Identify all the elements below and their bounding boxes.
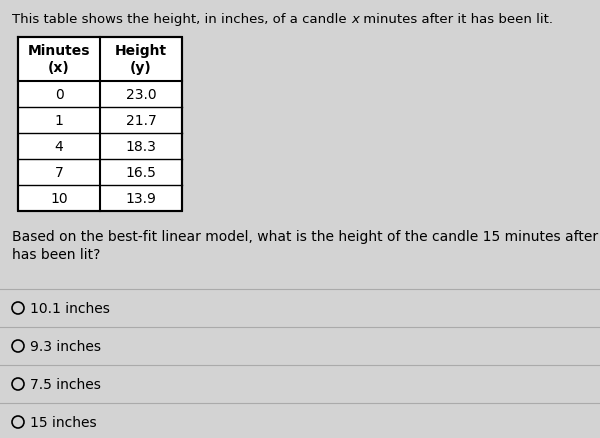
Text: 9.3 inches: 9.3 inches (30, 339, 101, 353)
Text: 15 inches: 15 inches (30, 415, 97, 429)
Text: (x): (x) (48, 61, 70, 75)
Text: x: x (351, 13, 359, 26)
Text: 7: 7 (55, 166, 64, 180)
Text: Minutes: Minutes (28, 44, 90, 58)
Text: 1: 1 (55, 114, 64, 128)
Text: 0: 0 (55, 88, 64, 102)
Text: 18.3: 18.3 (125, 140, 157, 154)
Text: Height: Height (115, 44, 167, 58)
Text: (y): (y) (130, 61, 152, 75)
Bar (18, 38, 182, 212)
Text: 10: 10 (50, 191, 68, 205)
Text: 21.7: 21.7 (125, 114, 157, 128)
Text: minutes after it has been lit.: minutes after it has been lit. (359, 13, 553, 26)
Text: 7.5 inches: 7.5 inches (30, 377, 101, 391)
Text: 23.0: 23.0 (125, 88, 157, 102)
Text: This table shows the height, in inches, of a candle: This table shows the height, in inches, … (12, 13, 351, 26)
Text: has been lit?: has been lit? (12, 247, 100, 261)
Text: 10.1 inches: 10.1 inches (30, 301, 110, 315)
Text: Based on the best-fit linear model, what is the height of the candle 15 minutes : Based on the best-fit linear model, what… (12, 230, 600, 244)
Text: 13.9: 13.9 (125, 191, 157, 205)
Text: 4: 4 (55, 140, 64, 154)
Text: 16.5: 16.5 (125, 166, 157, 180)
